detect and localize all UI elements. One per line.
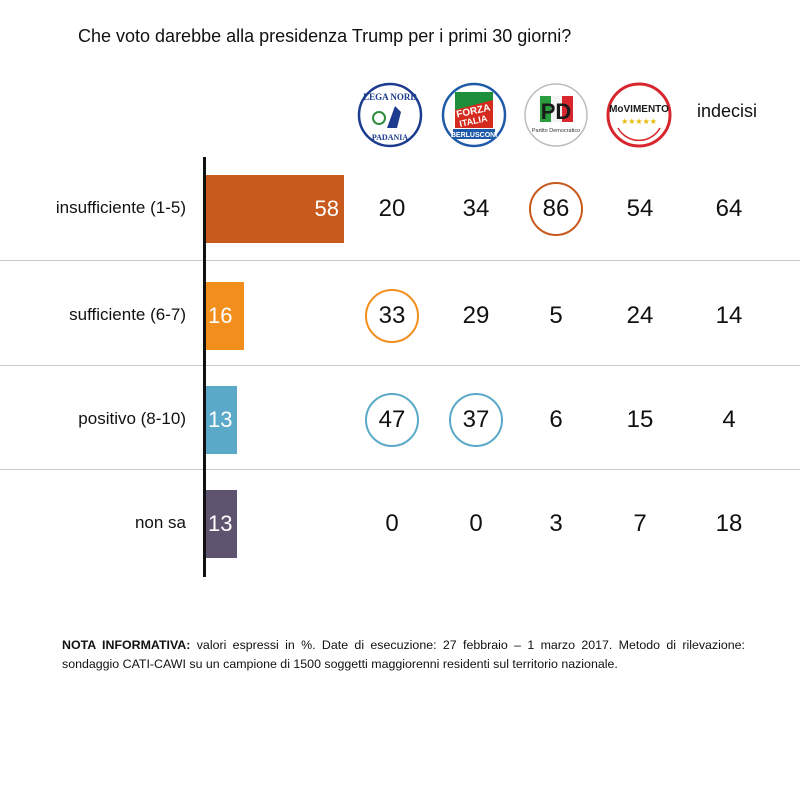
table-cell: 5: [549, 302, 563, 329]
highlight-circle: [365, 289, 419, 343]
row-label: insufficiente (1-5): [55, 198, 186, 217]
lega-nord-logo: LEGA NORD PADANIA: [357, 82, 423, 148]
column-header-indecisi: indecisi: [697, 101, 758, 121]
table-cell: 4: [722, 406, 736, 433]
svg-text:MoVIMENTO: MoVIMENTO: [609, 104, 669, 115]
movimento-5-stelle-logo: MoVIMENTO ★★★★★: [606, 82, 672, 148]
svg-text:PADANIA: PADANIA: [372, 133, 409, 142]
footnote: NOTA INFORMATIVA: valori espressi in %. …: [62, 636, 745, 674]
bar-value-label: 16: [208, 303, 233, 328]
bar-value-label: 13: [208, 407, 233, 432]
forza-italia-logo: FORZA ITALIA BERLUSCONI: [441, 82, 507, 148]
row-label: positivo (8-10): [78, 409, 186, 428]
svg-text:PD: PD: [541, 99, 572, 124]
bar-value-label: 58: [314, 196, 339, 221]
table-cell: 24: [626, 302, 654, 329]
row-separator: [0, 365, 800, 366]
bar: 13: [206, 386, 237, 454]
footnote-label: NOTA INFORMATIVA:: [62, 638, 191, 652]
table-cell: 20: [378, 195, 406, 222]
partito-democratico-logo: PD Partito Democratico: [523, 82, 589, 148]
table-cell: 14: [715, 302, 743, 329]
table-cell: 29: [462, 302, 490, 329]
table-cell: 3: [549, 510, 563, 537]
table-cell: 6: [549, 406, 563, 433]
highlight-circle: [529, 182, 583, 236]
bar: 16: [206, 282, 245, 350]
row-separator: [0, 260, 800, 261]
table-cell: 7: [633, 510, 647, 537]
svg-text:★★★★★: ★★★★★: [621, 117, 657, 126]
svg-text:BERLUSCONI: BERLUSCONI: [451, 132, 497, 139]
highlight-circle: [365, 393, 419, 447]
bar-axis: [203, 157, 206, 577]
row-label: sufficiente (6-7): [69, 305, 186, 324]
svg-text:LEGA NORD: LEGA NORD: [363, 92, 417, 102]
table-cell: 15: [626, 406, 654, 433]
table-cell: 54: [626, 195, 654, 222]
row-separator: [0, 469, 800, 470]
row-label: non sa: [134, 513, 186, 532]
table-cell: 34: [462, 195, 490, 222]
table-cell: 0: [385, 510, 399, 537]
table-cell: 18: [715, 510, 743, 537]
bar-value-label: 13: [208, 511, 233, 536]
svg-text:Partito Democratico: Partito Democratico: [532, 128, 580, 134]
highlight-circle: [449, 393, 503, 447]
table-cell: 64: [715, 195, 743, 222]
bar: 13: [206, 490, 237, 558]
footnote-text: valori espressi in %. Date di esecuzione…: [62, 638, 745, 671]
table-cell: 0: [469, 510, 483, 537]
chart-title: Che voto darebbe alla presidenza Trump p…: [78, 26, 572, 46]
bar: 58: [206, 175, 344, 243]
